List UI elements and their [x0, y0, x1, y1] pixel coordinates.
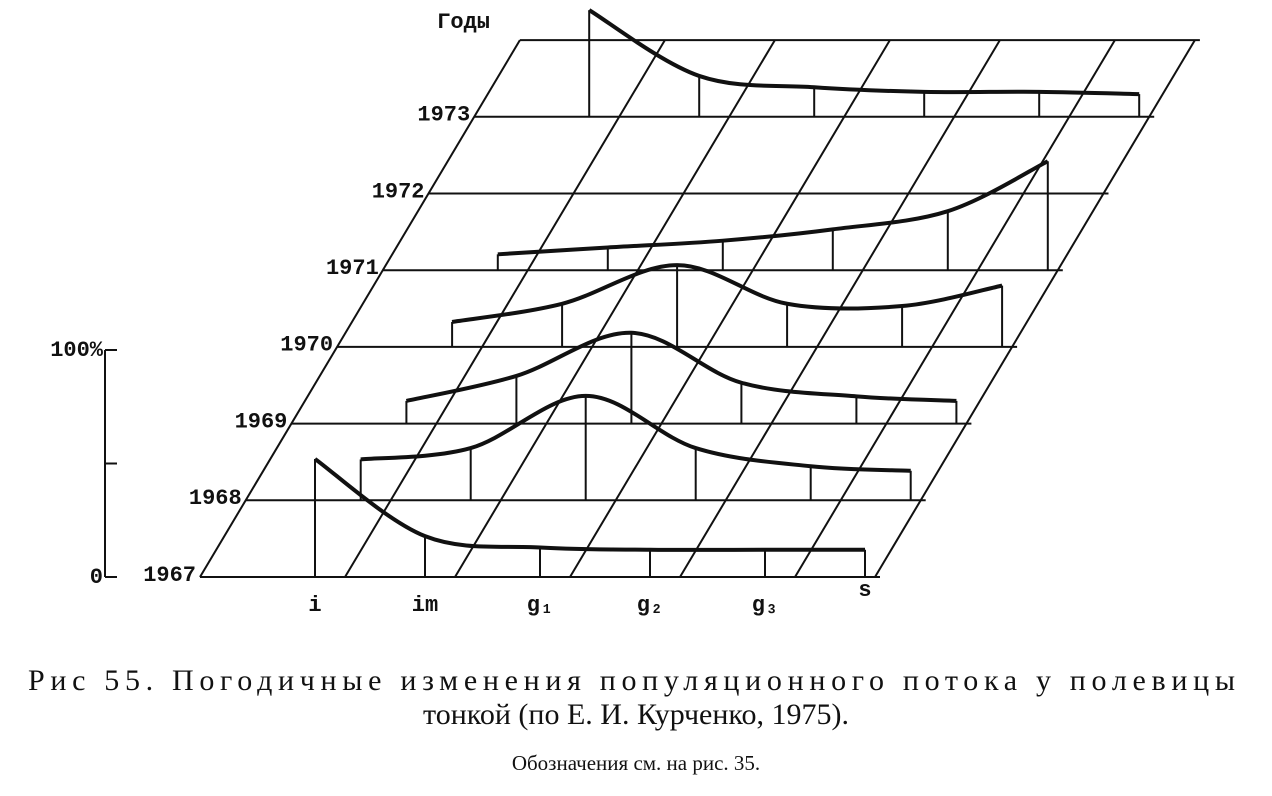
row-label: 1971 — [326, 256, 379, 281]
plane-column — [794, 39, 1116, 578]
plane-column — [454, 39, 776, 578]
x-tick-label: s — [858, 578, 871, 603]
x-tick-label: g₁ — [527, 593, 553, 618]
plane-column — [344, 39, 666, 578]
plane-column — [569, 39, 891, 578]
x-tick-label: g₂ — [637, 593, 663, 618]
row-label: 1968 — [189, 486, 242, 511]
caption: тонкой (по Е. И. Курченко, 1975). — [423, 698, 849, 731]
y-tick-label: 0 — [90, 565, 103, 590]
series-line — [405, 330, 957, 403]
row-label: 1970 — [280, 333, 333, 358]
plane-column — [874, 39, 1196, 578]
row-label: 1967 — [143, 563, 196, 588]
series-line — [497, 159, 1049, 257]
series-line — [313, 457, 865, 552]
x-tick-label: g₃ — [752, 593, 778, 618]
row-label: 1969 — [235, 409, 288, 434]
plane-column — [199, 39, 521, 578]
series-line — [451, 263, 1003, 324]
x-tick-label: i — [308, 593, 321, 618]
axis-label: Годы — [437, 10, 490, 35]
series-line — [588, 8, 1140, 97]
series-line — [360, 393, 911, 473]
y-tick-label: 100% — [50, 338, 104, 363]
row-label: 1972 — [372, 179, 425, 204]
x-tick-label: im — [412, 593, 438, 618]
caption: Рис 55. Погодичные изменения популяционн… — [28, 664, 1235, 697]
caption-note: Обозначения см. на рис. 35. — [512, 751, 760, 775]
row-label: 1973 — [417, 103, 470, 128]
